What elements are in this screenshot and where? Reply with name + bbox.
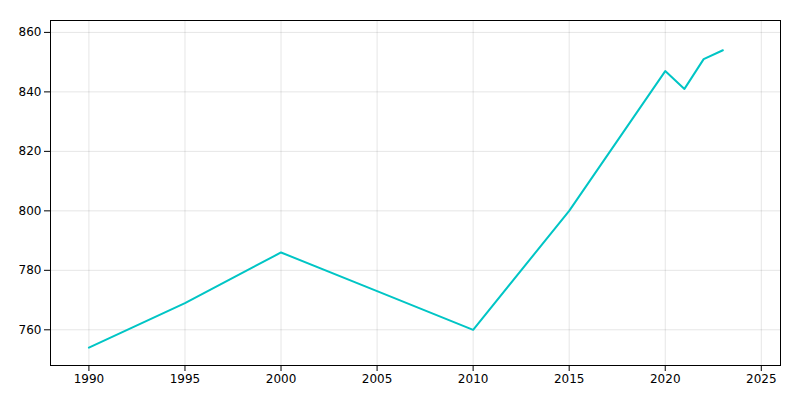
svg-text:2000: 2000 — [266, 372, 297, 386]
svg-text:2020: 2020 — [650, 372, 681, 386]
svg-text:840: 840 — [19, 85, 42, 99]
svg-text:2025: 2025 — [746, 372, 777, 386]
svg-text:1990: 1990 — [74, 372, 105, 386]
svg-text:2015: 2015 — [554, 372, 585, 386]
svg-text:800: 800 — [19, 204, 42, 218]
svg-text:1995: 1995 — [170, 372, 201, 386]
svg-text:2005: 2005 — [362, 372, 393, 386]
svg-text:760: 760 — [19, 323, 42, 337]
svg-text:820: 820 — [19, 144, 42, 158]
svg-text:860: 860 — [19, 25, 42, 39]
svg-text:2010: 2010 — [458, 372, 489, 386]
svg-text:780: 780 — [19, 263, 42, 277]
